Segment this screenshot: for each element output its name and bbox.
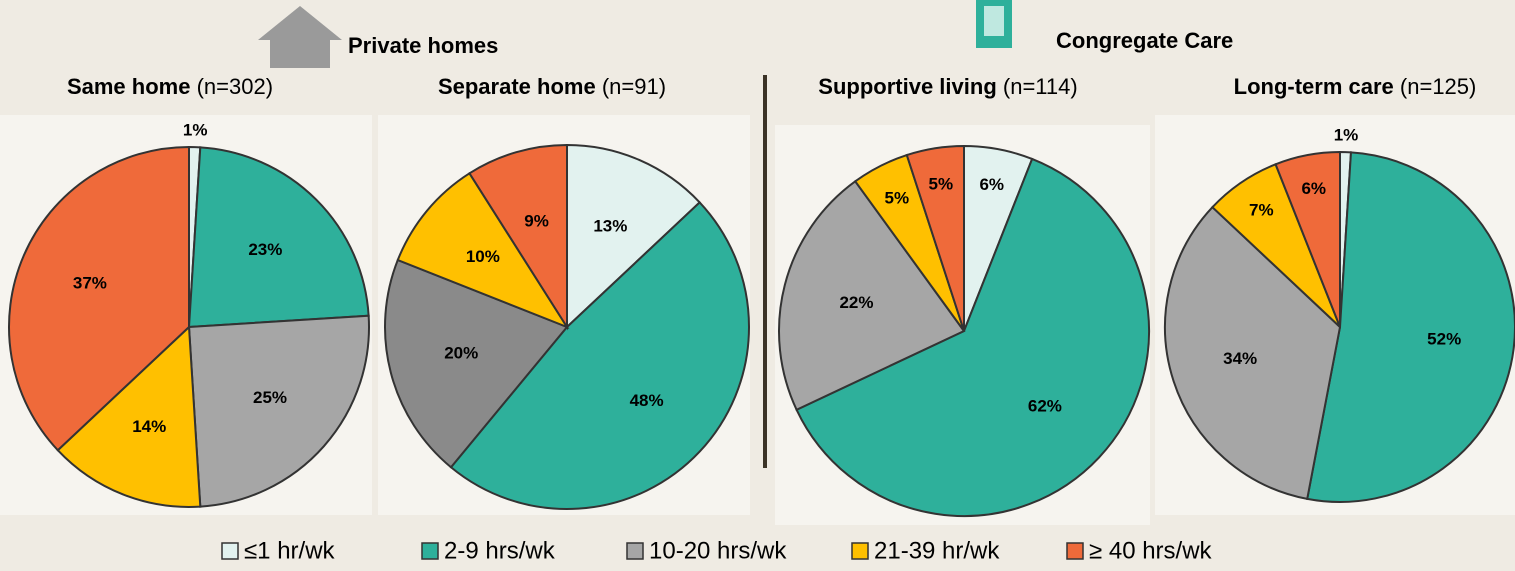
legend-swatch <box>626 542 644 560</box>
legend-swatch <box>221 542 239 560</box>
data-label: 7% <box>1249 201 1274 220</box>
group-label: Private homes <box>348 33 498 58</box>
data-label: 10% <box>466 247 500 266</box>
pie-slice <box>396 171 570 330</box>
legend-swatch <box>851 542 869 560</box>
data-label: 5% <box>885 189 910 208</box>
subtitle: (n=91) <box>602 74 666 99</box>
data-label: 6% <box>1301 179 1326 198</box>
subtitle: (n=114) <box>1003 74 1078 99</box>
building-icon <box>976 0 1012 48</box>
pie-slice <box>566 143 702 330</box>
data-label: 1% <box>183 121 208 140</box>
title: Separate home <box>438 74 596 99</box>
data-label: 14% <box>132 417 166 436</box>
legend-label: 2-9 hrs/wk <box>444 537 556 564</box>
chart-title: Supportive living (n=114) <box>818 74 1077 99</box>
title: Same home <box>67 74 191 99</box>
pie-slice <box>8 145 190 452</box>
pie-slice <box>384 258 569 469</box>
pie-slice <box>1306 151 1515 503</box>
data-label: 48% <box>630 391 664 410</box>
chart-title: Separate home (n=91) <box>438 74 666 99</box>
house-icon <box>258 6 342 68</box>
legend-swatch <box>421 542 439 560</box>
chart-title: Same home (n=302) <box>67 74 273 99</box>
data-label: 37% <box>73 274 107 293</box>
pie-slice <box>187 146 370 329</box>
subtitle: (n=125) <box>1400 74 1476 99</box>
pie-slice <box>778 179 966 412</box>
legend-swatch <box>1066 542 1084 560</box>
pie-slice <box>795 157 1150 517</box>
pie-slice <box>449 200 750 510</box>
data-label: 22% <box>839 293 873 312</box>
legend-label: 21-39 hr/wk <box>874 537 1000 564</box>
data-label: 1% <box>1334 126 1359 145</box>
data-label: 6% <box>979 175 1004 194</box>
data-label: 25% <box>253 388 287 407</box>
pie-slice <box>187 314 370 508</box>
data-label: 13% <box>593 216 627 235</box>
data-label: 9% <box>524 212 549 231</box>
data-label: 5% <box>929 174 954 193</box>
pie-slice <box>468 143 568 331</box>
data-label: 52% <box>1427 330 1461 349</box>
title: Long-term care <box>1234 74 1394 99</box>
subtitle: (n=302) <box>197 74 273 99</box>
data-label: 20% <box>444 344 478 363</box>
legend-label: ≥ 40 hrs/wk <box>1089 537 1213 564</box>
pie-slice <box>56 324 202 508</box>
data-label: 62% <box>1028 396 1062 415</box>
group-label: Congregate Care <box>1056 28 1233 53</box>
data-label: 34% <box>1223 349 1257 368</box>
pie-slice <box>905 144 965 332</box>
pie-slice <box>1274 150 1341 328</box>
pie-slice <box>1164 205 1342 501</box>
chart-title: Long-term care (n=125) <box>1234 74 1477 99</box>
legend-label: 10-20 hrs/wk <box>649 537 787 564</box>
legend-label: ≤1 hr/wk <box>244 537 336 564</box>
title: Supportive living <box>818 74 996 99</box>
data-label: 23% <box>248 240 282 259</box>
